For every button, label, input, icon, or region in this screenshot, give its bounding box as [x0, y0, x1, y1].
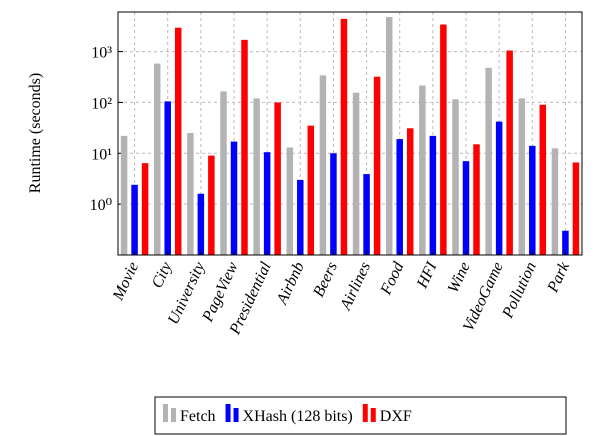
bar: [429, 135, 437, 255]
y-tick-label: 10³: [91, 45, 112, 62]
bar: [562, 230, 569, 255]
bar: [373, 76, 381, 255]
bar: [529, 145, 536, 255]
legend-swatch: [370, 408, 376, 422]
legend-swatch: [233, 408, 239, 422]
x-tick-label: Wine: [445, 260, 474, 296]
bar: [440, 24, 447, 255]
y-axis-label: Runtime (seconds): [27, 73, 44, 193]
bar: [385, 16, 393, 256]
bar: [253, 98, 260, 255]
bar: [495, 121, 503, 255]
x-tick-label: Beers: [310, 260, 341, 300]
bar: [539, 104, 547, 255]
bar: [197, 193, 205, 255]
x-tick-label: HFI: [413, 259, 440, 292]
x-tick-label: Park: [544, 259, 573, 296]
bar: [452, 99, 459, 255]
bar: [174, 27, 182, 255]
bar: [187, 133, 194, 255]
bar: [462, 161, 470, 255]
legend-swatch: [225, 404, 231, 422]
legend-swatch: [362, 404, 368, 422]
y-tick-label: 10¹: [91, 146, 112, 163]
legend-label: XHash (128 bits): [243, 408, 353, 425]
bar: [230, 141, 238, 255]
bar: [319, 75, 327, 255]
bar: [274, 102, 281, 255]
bar: [153, 63, 161, 256]
x-tick-label: Airbnb: [273, 260, 308, 308]
x-tick-label: Airlines: [337, 260, 374, 314]
bar: [473, 144, 480, 255]
bar: [485, 67, 492, 255]
bar: [241, 39, 248, 255]
bar: [330, 153, 337, 255]
plot-frame: [117, 11, 583, 256]
bar: [572, 162, 580, 255]
bar: [141, 163, 149, 255]
bar: [406, 128, 414, 255]
bar: [220, 91, 227, 256]
y-tick-label: 10²: [91, 95, 112, 112]
bar: [396, 139, 403, 255]
legend-label: DXF: [380, 408, 412, 425]
bar: [297, 179, 304, 255]
bar: [340, 18, 348, 255]
bar: [352, 92, 360, 255]
bar: [286, 147, 294, 255]
bar: [164, 101, 171, 255]
bar: [131, 184, 138, 255]
bar: [120, 135, 128, 255]
bar: [263, 152, 271, 255]
y-tick-label: 10⁰: [90, 197, 112, 214]
bar: [518, 98, 526, 255]
bar: [551, 148, 559, 255]
x-tick-label: City: [149, 259, 176, 291]
x-tick-label: Movie: [109, 260, 142, 304]
bar: [506, 50, 513, 255]
legend-label: Fetch: [180, 408, 216, 425]
bar: [307, 125, 315, 255]
legend-swatch: [171, 408, 176, 422]
bar: [363, 174, 370, 255]
bar: [208, 155, 215, 255]
legend-box: [154, 396, 567, 435]
legend-swatch: [163, 404, 168, 422]
x-tick-label: Food: [377, 259, 408, 299]
bar: [419, 85, 426, 255]
